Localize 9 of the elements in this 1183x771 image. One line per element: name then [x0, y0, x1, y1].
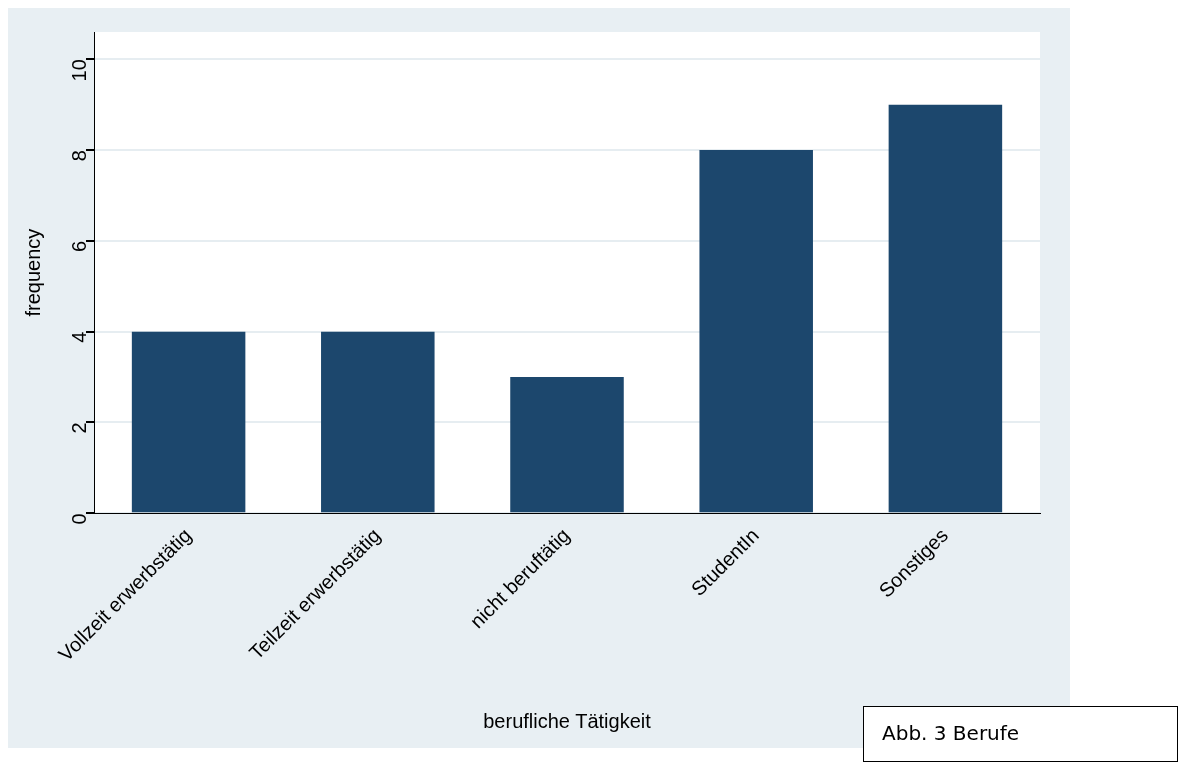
- y-tick-label: 4: [67, 331, 90, 343]
- x-axis-title: berufliche Tätigkeit: [483, 709, 652, 732]
- y-tick-label: 6: [67, 240, 90, 252]
- y-tick-label: 10: [67, 59, 90, 82]
- caption: Abb. 3 Berufe: [863, 706, 1178, 762]
- y-axis-title: frequency: [21, 228, 44, 317]
- y-tick-label: 8: [67, 150, 90, 162]
- y-tick-label: 2: [67, 422, 90, 434]
- y-tick-label: 0: [67, 513, 90, 525]
